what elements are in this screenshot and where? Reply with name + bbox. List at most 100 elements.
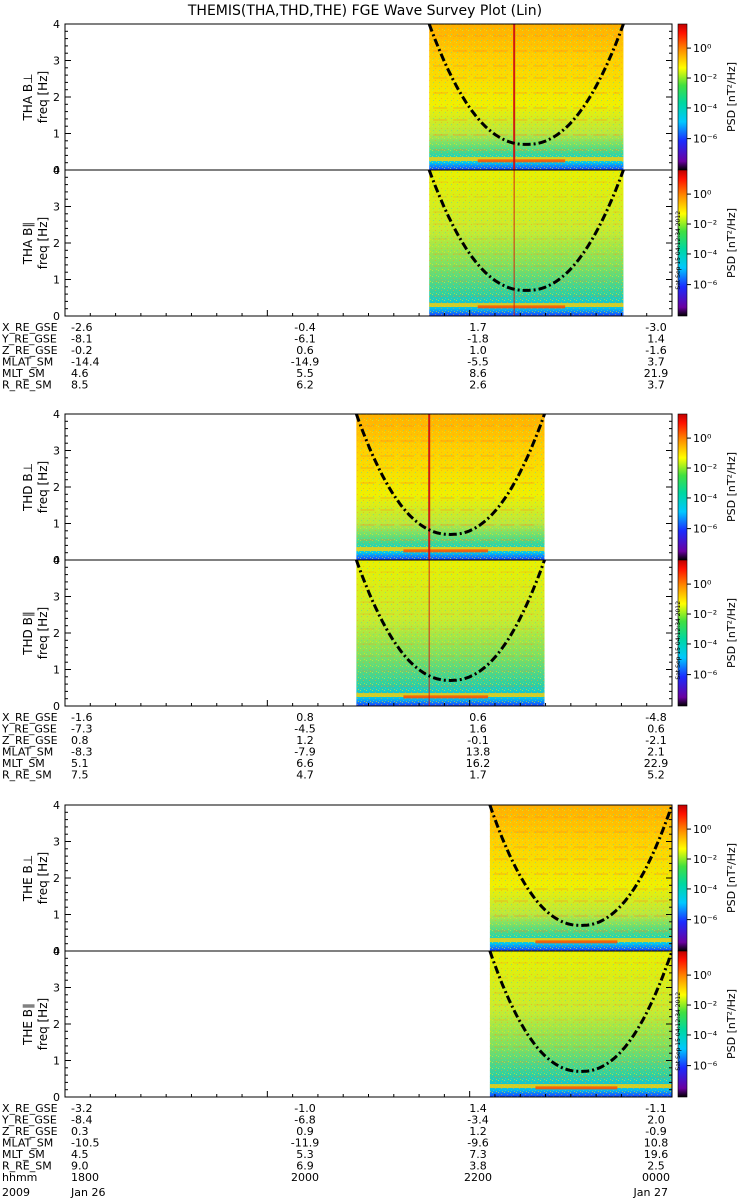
spectrogram-texture [489, 951, 672, 1097]
spectrogram-panel-3: 0 1 2 3 4 freq [Hz]THD B⊥ 10⁰ 10⁻² 10⁻⁴ 10⁻⁶ PSD [… [21, 408, 738, 567]
spectrogram-panel-1: 0 1 2 3 4 freq [Hz]THA B⊥ 10⁰ 10⁻² 10⁻⁴ 10⁻⁶ PSD [… [21, 18, 738, 177]
ephemeris-value: 6.2 [296, 379, 314, 392]
colorbar-tick-label: 10⁻⁶ [693, 1060, 718, 1073]
colorbar-label: PSD [nT²/Hz] [725, 598, 738, 668]
low-freq-peak [535, 940, 618, 944]
ephemeris-value: -4.8 [645, 711, 666, 724]
ephemeris-value: 1.4 [647, 333, 665, 346]
y-tick-label: 2 [53, 872, 60, 885]
y-tick-label: 1 [53, 909, 60, 922]
ephemeris-value: 5.2 [647, 769, 665, 782]
ephemeris-value: 2.6 [469, 379, 487, 392]
ephemeris-value: 0.8 [71, 734, 89, 747]
y-tick-label: 4 [53, 18, 60, 31]
y-tick-label: 2 [53, 627, 60, 640]
low-freq-band [429, 157, 624, 162]
low-freq-peak [477, 159, 566, 163]
ephemeris-value: 2200 [464, 1171, 492, 1184]
colorbar-tick-label: 10⁰ [693, 188, 712, 201]
ephemeris-value: 9.0 [71, 1160, 89, 1173]
y-tick-label: 1 [53, 274, 60, 287]
colorbar: 10⁰ 10⁻² 10⁻⁴ 10⁻⁶ PSD [nT²/Hz] Sat Sep 15 04… [675, 169, 738, 317]
ephemeris-label: MLT_SM [2, 1148, 45, 1161]
colorbar-tick-label: 10⁰ [693, 432, 712, 445]
ephemeris-value: -3.4 [467, 1114, 488, 1127]
ephemeris-label: R_RE_SM [2, 769, 52, 782]
ephemeris-value: 2000 [291, 1171, 319, 1184]
gyrofrequency-curve [488, 950, 674, 1074]
ephemeris-value: 3.7 [647, 379, 665, 392]
y-tick-label: 4 [53, 945, 60, 958]
y-tick-label: 0 [53, 700, 60, 713]
colorbar-tick-label: 10⁻⁴ [693, 883, 718, 896]
colorbar: 10⁰ 10⁻² 10⁻⁴ 10⁻⁶ PSD [nT²/Hz] [677, 23, 738, 171]
ephemeris-value: 0000 [642, 1171, 670, 1184]
ephemeris-value: -11.9 [291, 1137, 319, 1150]
low-freq-peak [403, 695, 489, 699]
low-freq-band [356, 547, 545, 552]
spectrogram-texture [356, 560, 545, 706]
colorbar-label: PSD [nT²/Hz] [725, 452, 738, 522]
ephemeris-label: hhmm [2, 1171, 37, 1184]
colorbar-scale [677, 413, 688, 561]
colorbar-scale [677, 804, 688, 952]
ephemeris-value: 4.5 [71, 1148, 89, 1161]
ephemeris-label: Z_RE_GSE [2, 734, 58, 747]
ephemeris-value: -0.2 [71, 344, 92, 357]
y-tick-label: 3 [53, 55, 60, 68]
ephemeris-value: 5.3 [296, 1148, 314, 1161]
ephemeris-value: 1.7 [469, 769, 487, 782]
y-axis-label: freq [Hz] [36, 998, 50, 1050]
colorbar-scale [677, 559, 688, 707]
colorbar-tick-label: 10⁻⁴ [693, 1029, 718, 1042]
ephemeris-value: 3.7 [647, 356, 665, 369]
y-tick-label: 0 [53, 945, 60, 958]
ephemeris-value: 5.5 [296, 367, 314, 380]
panel-label: THA B∥ [21, 222, 35, 266]
colorbar-scale [677, 169, 688, 317]
timestamp-stamp: Sat Sep 15 04:12:34 2012 [675, 601, 682, 680]
ephemeris-value: 0.8 [296, 711, 314, 724]
spectrogram-texture [356, 414, 545, 560]
spectrogram-panel-2: 0 1 2 3 4 freq [Hz]THA B∥ 10⁰ 10⁻² 10⁻⁴ 10⁻⁶ PSD [… [21, 164, 738, 323]
ephemeris-value: 6.9 [296, 1160, 314, 1173]
ephemeris-value: 8.5 [71, 379, 89, 392]
ephemeris-label: Z_RE_GSE [2, 1125, 58, 1138]
low-freq-peak [403, 549, 489, 553]
low-freq-band [356, 693, 545, 698]
colorbar-scale [677, 23, 688, 171]
ephemeris-value: -6.1 [294, 333, 315, 346]
timestamp-stamp: Sat Sep 15 04:12:34 2012 [675, 211, 682, 290]
ephemeris-value: 6.6 [296, 757, 314, 770]
ephemeris-label: Y_RE_GSE [1, 333, 57, 346]
low-freq-band [489, 1084, 672, 1089]
panel-label: THE B⊥ [21, 855, 35, 902]
ephemeris-value: -3.2 [71, 1102, 92, 1115]
colorbar-tick-label: 10⁻⁴ [693, 492, 718, 505]
ephemeris-value: 2.0 [647, 1114, 665, 1127]
ephemeris-value: 2.1 [647, 746, 665, 759]
y-tick-label: 2 [53, 91, 60, 104]
y-tick-label: 2 [53, 237, 60, 250]
ephemeris-value: -0.9 [645, 1125, 666, 1138]
colorbar-tick-label: 10⁻⁴ [693, 102, 718, 115]
colorbar-label: PSD [nT²/Hz] [725, 989, 738, 1059]
colorbar-tick-label: 10⁻² [693, 218, 717, 231]
colorbar: 10⁰ 10⁻² 10⁻⁴ 10⁻⁶ PSD [nT²/Hz] [677, 804, 738, 952]
colorbar-tick-label: 10⁰ [693, 42, 712, 55]
ephemeris-value: -10.5 [71, 1137, 99, 1150]
y-tick-label: 0 [53, 1091, 60, 1104]
colorbar-tick-label: 10⁰ [693, 969, 712, 982]
ephemeris-value: -4.5 [294, 723, 315, 736]
spectrogram-texture [489, 805, 672, 951]
ephemeris-label: R_RE_SM [2, 379, 52, 392]
ephemeris-value: 0.6 [296, 344, 314, 357]
ephemeris-value: -5.5 [467, 356, 488, 369]
ephemeris-label: MLT_SM [2, 757, 45, 770]
ephemeris-value: -2.6 [71, 321, 92, 334]
ephemeris-tables: X_RE_GSE -2.6 -0.4 1.7 -3.0 Y_RE_GSE -8.1 -6.1 -… [1, 321, 670, 1199]
ephemeris-label: MLAT_SM [2, 1137, 53, 1150]
y-tick-label: 0 [53, 310, 60, 323]
ephemeris-label: MLT_SM [2, 367, 45, 380]
